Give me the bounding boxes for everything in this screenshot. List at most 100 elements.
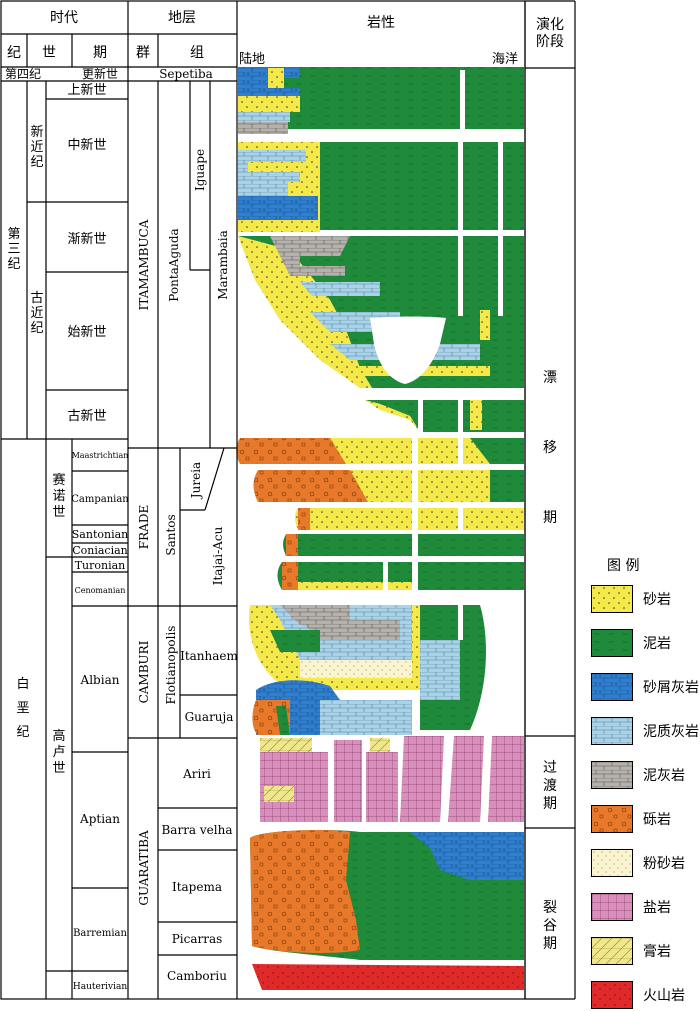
formation-guaruja: Guaruja (185, 710, 234, 724)
header-strata: 地层 (168, 10, 196, 26)
series-oligocene: 渐新世 (67, 231, 106, 247)
series-paleocene: 古新世 (67, 408, 106, 424)
litho-paleogene (238, 236, 524, 388)
legend-item-gypsum: 膏岩 (585, 937, 700, 967)
stage-hauterivian: Hauterivian (73, 982, 127, 992)
stage-santonian: Santonian (72, 528, 128, 541)
formation-jureia: Jureia (189, 462, 203, 500)
stage-rift: 裂谷期 (543, 900, 557, 952)
legend-label: 砂屑灰岩 (643, 680, 699, 696)
sandstone-swatch (591, 585, 633, 613)
legend-item-mudstone: 泥岩 (585, 629, 700, 659)
stage-maastrichtian: Maastrichtian (72, 451, 129, 460)
stage-turonian: Turonian (75, 559, 126, 572)
legend-item-marly-limestone: 泥质灰岩 (585, 717, 700, 747)
system-cretaceous: 白垩纪 (16, 676, 29, 740)
header-era: 时代 (50, 10, 78, 26)
header-ocean: 海洋 (492, 52, 518, 67)
group-itamambuca: ITAMAMBUCA (137, 219, 151, 310)
series-eocene: 始新世 (67, 324, 106, 340)
header-stage-line2: 阶段 (536, 34, 564, 50)
gypsum-swatch (591, 937, 633, 965)
series-senonian: 赛诺世 (52, 472, 65, 520)
header-system: 纪 (7, 45, 21, 61)
legend-label: 砂岩 (643, 592, 671, 608)
formation-itapema: Itapema (172, 880, 222, 894)
formation-ariri: Ariri (182, 767, 211, 781)
stage-campanian: Campanian (71, 494, 129, 505)
system-quaternary: 第四纪 (5, 67, 41, 81)
formation-barra-velha: Barra velha (161, 823, 232, 837)
conglomerate-swatch (591, 805, 633, 833)
legend-item-marl: 泥灰岩 (585, 761, 700, 791)
legend-label: 泥灰岩 (643, 768, 685, 784)
litho-paleocene (365, 400, 524, 434)
litho-albian (249, 600, 486, 735)
legend-item-siltstone: 粉砂岩 (585, 849, 700, 879)
formation-iguape: Iguape (193, 149, 207, 191)
series-pleistocene: 更新世 (82, 66, 118, 81)
calcarenite-swatch (591, 673, 633, 701)
header-group: 群 (136, 45, 150, 61)
stage-albian: Albian (80, 673, 120, 687)
formation-sepetiba: Sepetiba (159, 67, 213, 81)
era-column: 第四纪 更新世 上新世 新近纪 中新世 第三纪 古近纪 渐新世 始新世 古新世 … (5, 66, 129, 992)
system-tertiary: 第三纪 (7, 227, 20, 272)
litho-rift (250, 830, 524, 990)
legend-label: 盐岩 (643, 900, 671, 916)
legend-label: 火山岩 (643, 988, 685, 1004)
legend-label: 膏岩 (643, 944, 671, 960)
litho-senonian (236, 438, 524, 590)
legend-item-volcanic: 火山岩 (585, 981, 700, 1011)
siltstone-swatch (591, 849, 633, 877)
series-gallic: 高卢世 (52, 728, 65, 776)
header-land: 陆地 (239, 51, 265, 67)
group-camburi: CAMBURI (137, 640, 151, 703)
stage-aptian: Aptian (79, 812, 120, 826)
table-grid (0, 0, 576, 1000)
legend-item-sandstone: 砂岩 (585, 585, 700, 615)
legend-item-conglomerate: 砾岩 (585, 805, 700, 835)
series-miocene: 中新世 (67, 137, 106, 153)
litho-aptian-salt (260, 736, 524, 822)
marl-swatch (591, 761, 633, 789)
litho-miocene (238, 142, 524, 232)
marly-limestone-swatch (591, 717, 633, 745)
volcanic-swatch (591, 981, 633, 1009)
evolution-column: 漂移期 过渡期 裂谷期 (543, 370, 557, 952)
legend-item-calcarenite: 砂屑灰岩 (585, 673, 700, 703)
legend-label: 泥质灰岩 (643, 724, 699, 740)
group-guaratiba: GUARATIBA (137, 830, 151, 906)
stage-cenomanian: Cenomanian (75, 586, 126, 595)
formation-santos: Santos (164, 514, 178, 555)
legend-label: 粉砂岩 (643, 856, 685, 872)
stage-coniacian: Coniacian (72, 544, 128, 557)
strata-column: Sepetiba ITAMAMBUCA Iguape PontaAguda Ma… (137, 67, 239, 983)
legend-title: 图 例 (607, 558, 640, 574)
header-formation: 组 (190, 45, 204, 61)
stage-transition: 过渡期 (543, 760, 557, 812)
header-stage-line1: 演化 (536, 17, 564, 33)
stage-barremian: Barremian (73, 928, 127, 939)
group-frade: FRADE (137, 505, 151, 549)
formation-itajai-acu: Itajai-Acu (211, 526, 225, 585)
header-series: 世 (42, 45, 56, 61)
legend-label: 砾岩 (643, 812, 671, 828)
lithology-panel (236, 67, 524, 990)
salt-swatch (591, 893, 633, 921)
formation-pontaaguda: PontaAguda (167, 228, 181, 301)
subsystem-neogene: 新近纪 (30, 124, 43, 170)
legend-item-salt: 盐岩 (585, 893, 700, 923)
mudstone-swatch (591, 629, 633, 657)
litho-neogene-top (238, 67, 524, 134)
formation-marambaia: Marambaia (216, 230, 230, 300)
formation-itanhaem: Itanhaem (180, 649, 238, 663)
series-pliocene: 上新世 (67, 82, 106, 98)
stage-drift: 漂移期 (543, 370, 557, 526)
header-row: 时代 地层 岩性 演化 阶段 纪 世 期 群 组 陆地 海洋 (7, 10, 564, 67)
legend-label: 泥岩 (643, 636, 671, 652)
formation-picarras: Picarras (172, 932, 223, 946)
header-lithology: 岩性 (367, 15, 395, 31)
header-period: 期 (93, 45, 107, 61)
